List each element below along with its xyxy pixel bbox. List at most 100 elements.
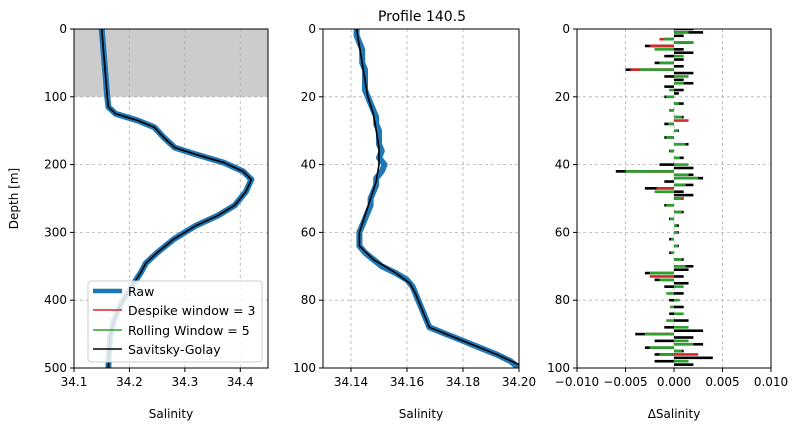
bar-rolling-window-5 — [674, 224, 677, 227]
legend-entry-rolling: Rolling Window = 5 — [93, 323, 250, 338]
y-tick-label: 80 — [301, 293, 316, 307]
bar-savitsky-golay — [664, 326, 674, 329]
bar-savitsky-golay — [674, 336, 694, 339]
x-tick-label: −0.010 — [555, 375, 599, 389]
bar-rolling-window-5 — [670, 305, 674, 309]
bar-savitsky-golay — [674, 48, 684, 51]
bar-savitsky-golay — [674, 193, 694, 197]
bar-rolling-window-5 — [674, 359, 689, 363]
bar-rolling-window-5 — [666, 292, 674, 295]
bar-despike-window-3 — [674, 353, 699, 356]
bar-rolling-window-5 — [674, 142, 686, 146]
bar-rolling-window-5 — [669, 109, 674, 112]
bar-savitsky-golay — [674, 292, 684, 295]
bar-savitsky-golay — [664, 75, 674, 78]
bar-savitsky-golay — [674, 329, 704, 333]
bar-savitsky-golay — [674, 71, 694, 75]
bar-savitsky-golay — [674, 166, 694, 170]
x-tick-label: 34.14 — [334, 375, 368, 389]
y-axis-title: Depth [m] — [7, 168, 21, 229]
bar-savitsky-golay — [664, 85, 674, 88]
bar-rolling-window-5 — [664, 37, 674, 41]
bar-savitsky-golay — [674, 29, 694, 31]
bar-rolling-window-5 — [674, 156, 680, 160]
bar-rolling-window-5 — [659, 353, 674, 356]
bar-savitsky-golay — [674, 78, 684, 82]
bar-rolling-window-5 — [659, 61, 674, 65]
bar-rolling-window-5 — [669, 88, 674, 92]
bar-rolling-window-5 — [674, 244, 678, 248]
bar-rolling-window-5 — [674, 115, 682, 119]
legend: Raw Despike window = 3 Rolling Window = … — [87, 280, 263, 363]
axes-frame — [322, 28, 520, 369]
y-tick-label: 40 — [555, 158, 570, 172]
y-tick-label: 60 — [301, 225, 316, 239]
bar-rolling-window-5 — [666, 319, 674, 322]
bar-rolling-window-5 — [674, 339, 689, 343]
bar-savitsky-golay — [664, 285, 674, 288]
bar-savitsky-golay — [664, 180, 674, 183]
bar-savitsky-golay — [674, 34, 684, 38]
bar-savitsky-golay — [669, 298, 674, 302]
legend-entry-raw: Raw — [93, 284, 154, 299]
bar-rolling-window-5 — [674, 102, 679, 105]
x-tick-label: 0.010 — [754, 375, 788, 389]
bar-rolling-window-5 — [671, 251, 674, 255]
y-tick-label: 500 — [44, 361, 67, 375]
x-tick-label: 34.1 — [61, 375, 88, 389]
x-tick-label: 0.005 — [705, 375, 739, 389]
bar-rolling-window-5 — [674, 312, 684, 316]
legend-label-despike: Despike window = 3 — [128, 303, 256, 318]
legend-label-rolling: Rolling Window = 5 — [128, 323, 250, 338]
y-tick-label: 200 — [44, 158, 67, 172]
x-tick-label: 34.16 — [390, 375, 424, 389]
y-tick-label: 400 — [44, 293, 67, 307]
legend-entry-savgol: Savitsky-Golay — [93, 342, 221, 357]
bar-savitsky-golay — [674, 58, 684, 61]
y-tick-label: 20 — [555, 90, 570, 104]
x-axis-title: ΔSalinity — [648, 407, 701, 421]
bar-rolling-window-5 — [671, 237, 674, 241]
panel-right: −0.010 −0.005 0.000 0.005 0.010 0 20 40 60 80 100 Δ… — [547, 22, 788, 421]
bar-rolling-window-5 — [674, 210, 682, 214]
bar-savitsky-golay — [654, 359, 674, 363]
bar-rolling-window-5 — [659, 278, 674, 282]
bar-rolling-window-5 — [640, 68, 674, 71]
bar-savitsky-golay — [674, 88, 684, 92]
axes-frame — [73, 28, 269, 369]
bar-savitsky-golay — [674, 305, 684, 309]
bar-rolling-window-5 — [674, 183, 686, 187]
y-tick-label: 100 — [547, 361, 570, 375]
bar-savitsky-golay — [664, 54, 674, 58]
x-tick-label: −0.005 — [603, 375, 647, 389]
bar-rolling-window-5 — [670, 149, 674, 153]
bar-rolling-window-5 — [666, 203, 674, 207]
x-tick-label: 34.18 — [446, 375, 480, 389]
bar-rolling-window-5 — [674, 285, 684, 288]
bar-rolling-window-5 — [674, 342, 694, 346]
bar-savitsky-golay — [674, 319, 689, 322]
bar-rolling-window-5 — [674, 75, 689, 78]
y-tick-label: 0 — [308, 22, 316, 36]
bar-rolling-window-5 — [674, 349, 682, 353]
x-tick-label: 34.4 — [227, 375, 254, 389]
bar-rolling-window-5 — [674, 173, 689, 177]
bar-rolling-window-5 — [674, 265, 686, 268]
bar-savitsky-golay — [669, 312, 674, 316]
x-axis-title: Salinity — [149, 407, 193, 421]
bar-rolling-window-5 — [649, 271, 674, 275]
y-tick-label: 300 — [44, 225, 67, 239]
bar-despike-window-3 — [649, 44, 674, 48]
legend-frame — [87, 280, 263, 363]
y-tick-label: 80 — [555, 293, 570, 307]
bar-rolling-window-5 — [674, 298, 680, 302]
bar-rolling-window-5 — [674, 163, 689, 166]
y-tick-label: 100 — [44, 90, 67, 104]
x-tick-label: 0.000 — [657, 375, 691, 389]
y-tick-label: 40 — [301, 158, 316, 172]
x-tick-label: 34.2 — [116, 375, 143, 389]
bar-savitsky-golay — [674, 51, 694, 55]
bar-rolling-window-5 — [654, 190, 674, 194]
bar-rolling-window-5 — [674, 326, 689, 329]
